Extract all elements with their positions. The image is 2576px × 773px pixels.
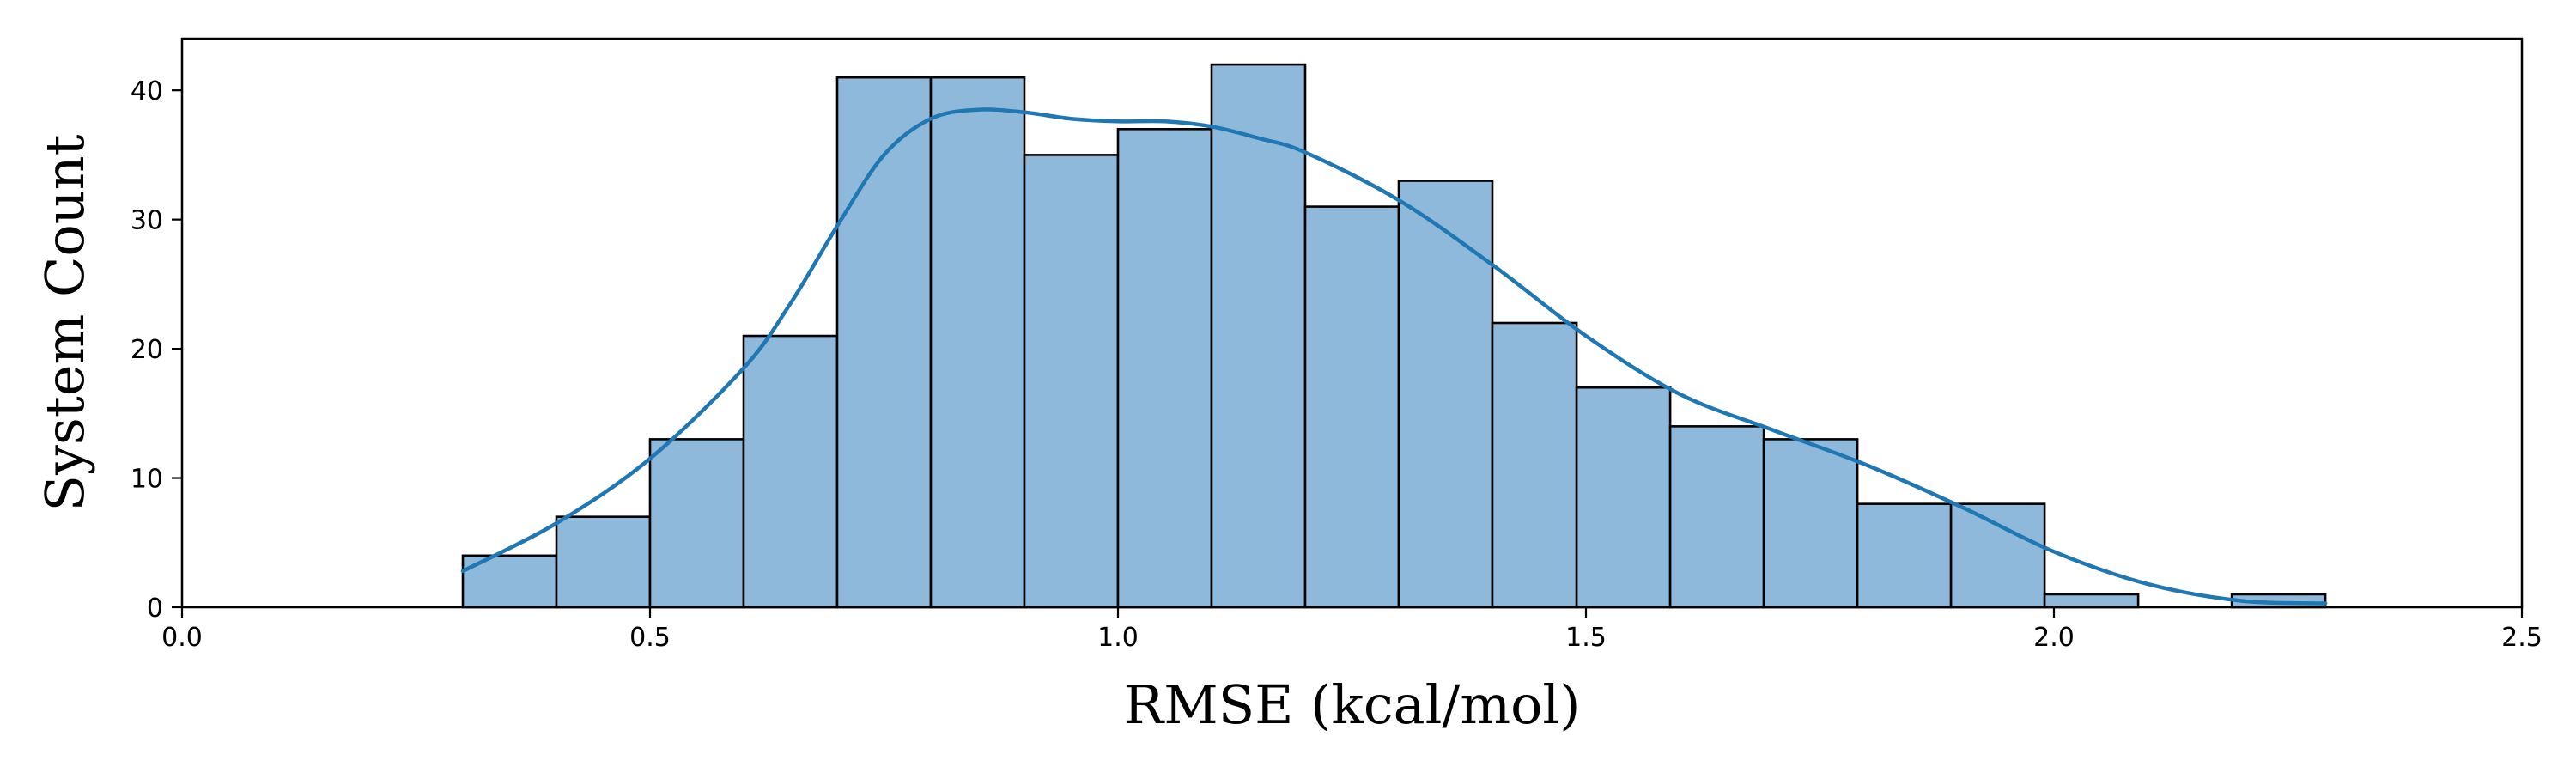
histogram-bar-5	[929, 76, 1026, 609]
x-axis-title: RMSE (kcal/mol)	[1124, 673, 1581, 736]
x-tick-label: 1.0	[1097, 623, 1139, 653]
histogram-bar-17	[2043, 593, 2140, 609]
histogram-bar-8	[1210, 63, 1307, 609]
histogram-bar-11	[1491, 321, 1578, 609]
histogram-bar-15	[1856, 502, 1953, 609]
histogram-bar-3	[742, 334, 839, 609]
y-tick-label: 30	[131, 206, 163, 236]
y-tick-label: 40	[131, 76, 163, 107]
histogram-bar-10	[1397, 180, 1494, 609]
histogram-bar-6	[1023, 154, 1120, 609]
y-axis-title: System Count	[33, 134, 96, 511]
x-axis-ticks: 0.0 0.5 1.0 1.5 2.0 2.5	[161, 607, 2543, 653]
y-tick-label: 20	[131, 335, 163, 365]
x-tick-label: 0.0	[161, 623, 203, 653]
x-tick-label: 1.5	[1565, 623, 1607, 653]
histogram-bar-13	[1668, 425, 1765, 609]
histogram-bar-9	[1303, 205, 1400, 609]
plot-frame	[180, 37, 2524, 609]
y-tick-label: 10	[131, 465, 163, 495]
x-tick-label: 2.0	[2033, 623, 2075, 653]
kde-curve	[460, 107, 2328, 606]
y-tick-label: 0	[147, 593, 163, 624]
x-tick-label: 2.5	[2501, 623, 2543, 653]
histogram-bar-4	[835, 76, 933, 609]
histogram-bar-1	[555, 515, 652, 609]
x-tick-label: 0.5	[629, 623, 671, 653]
histogram-bar-14	[1762, 438, 1859, 609]
histogram-bar-12	[1575, 386, 1672, 609]
histogram-bar-7	[1116, 128, 1213, 609]
histogram-bar-2	[648, 438, 745, 609]
histogram-bar-16	[1949, 502, 2046, 609]
y-axis-ticks: 0 10 20 30 40	[131, 76, 182, 624]
histogram-bars	[461, 63, 2327, 609]
